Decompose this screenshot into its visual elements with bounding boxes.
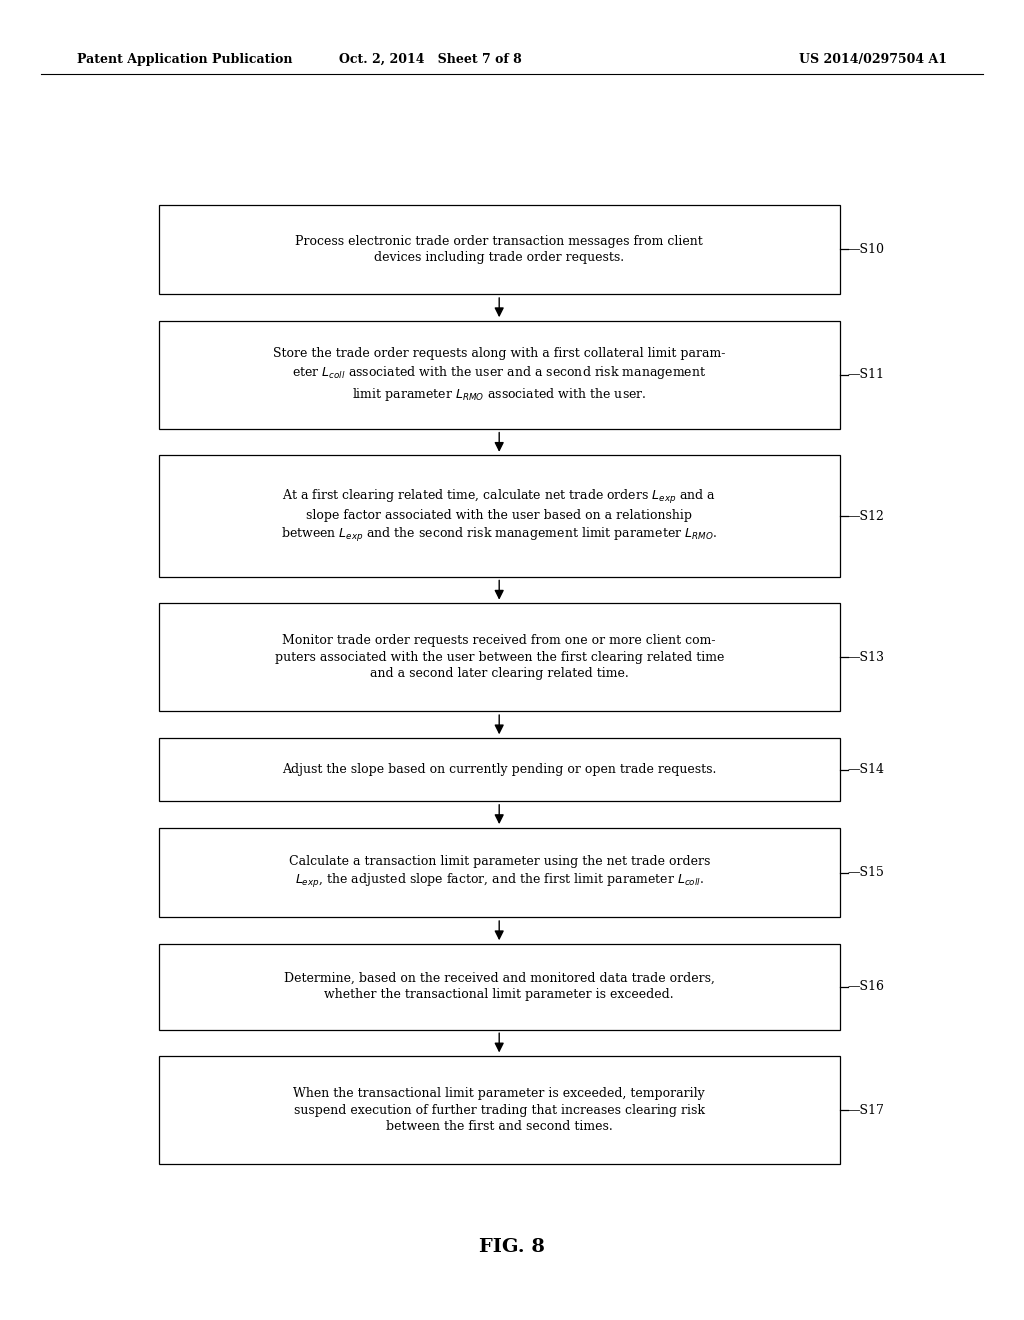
Bar <box>159 828 840 917</box>
Bar <box>159 205 840 294</box>
Text: Determine, based on the received and monitored data trade orders,
whether the tr: Determine, based on the received and mon… <box>284 972 715 1002</box>
Text: —S15: —S15 <box>848 866 885 879</box>
Text: —S17: —S17 <box>848 1104 885 1117</box>
Text: —S12: —S12 <box>848 510 885 523</box>
Bar <box>159 455 840 577</box>
Text: —S10: —S10 <box>848 243 885 256</box>
Text: Oct. 2, 2014   Sheet 7 of 8: Oct. 2, 2014 Sheet 7 of 8 <box>339 53 521 66</box>
Text: FIG. 8: FIG. 8 <box>479 1238 545 1257</box>
Text: Monitor trade order requests received from one or more client com-
puters associ: Monitor trade order requests received fr… <box>274 635 724 680</box>
Text: —S14: —S14 <box>848 763 885 776</box>
Text: —S16: —S16 <box>848 981 885 993</box>
Text: Patent Application Publication: Patent Application Publication <box>77 53 292 66</box>
Bar <box>159 321 840 429</box>
Text: Store the trade order requests along with a first collateral limit param-
eter $: Store the trade order requests along wit… <box>273 347 725 403</box>
Bar <box>159 603 840 711</box>
Text: Adjust the slope based on currently pending or open trade requests.: Adjust the slope based on currently pend… <box>282 763 717 776</box>
Text: US 2014/0297504 A1: US 2014/0297504 A1 <box>799 53 947 66</box>
Text: Calculate a transaction limit parameter using the net trade orders
$L_{exp}$, th: Calculate a transaction limit parameter … <box>289 855 710 890</box>
Text: —S13: —S13 <box>848 651 885 664</box>
Bar <box>159 944 840 1030</box>
Bar <box>159 1056 840 1164</box>
Text: When the transactional limit parameter is exceeded, temporarily
suspend executio: When the transactional limit parameter i… <box>293 1088 706 1133</box>
Text: At a first clearing related time, calculate net trade orders $L_{exp}$ and a
slo: At a first clearing related time, calcul… <box>282 488 717 544</box>
Text: Process electronic trade order transaction messages from client
devices includin: Process electronic trade order transacti… <box>295 235 703 264</box>
Text: —S11: —S11 <box>848 368 885 381</box>
Bar <box>159 738 840 801</box>
